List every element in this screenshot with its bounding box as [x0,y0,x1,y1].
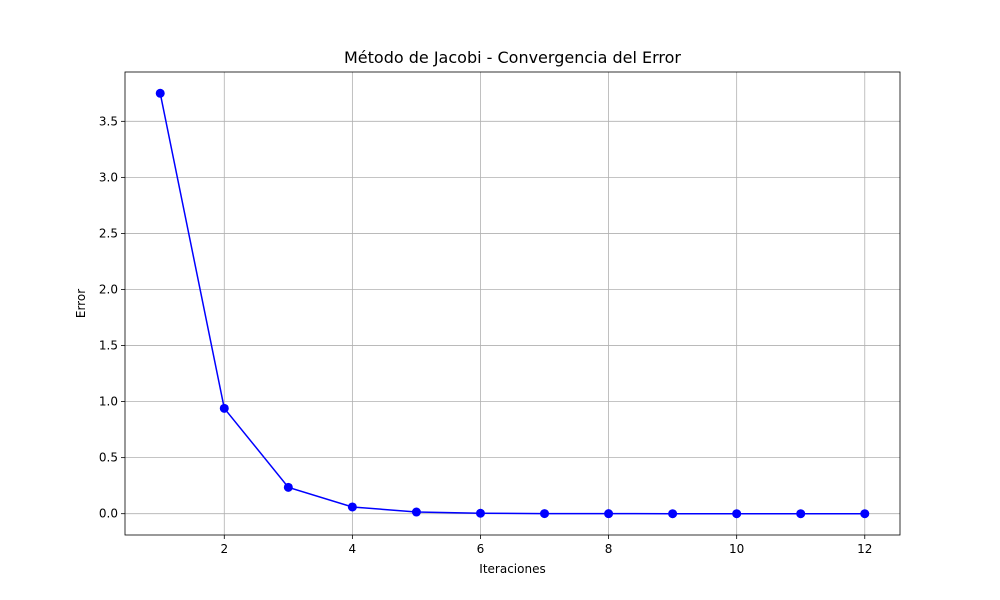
plot-frame [124,71,901,536]
data-point [540,509,550,519]
data-point [219,403,229,413]
data-point [347,502,357,512]
x-tick-label: 6 [477,542,485,556]
x-tick-label: 8 [605,542,613,556]
series-layer [155,88,870,519]
data-point [604,509,614,519]
y-axis-label: Error [74,289,88,318]
data-point [668,509,678,519]
x-tick-label: 4 [349,542,357,556]
x-tick-label: 10 [729,542,744,556]
series-line [159,93,865,515]
y-tick-label: 0.5 [99,451,118,465]
x-axis-label: Iteraciones [479,562,545,576]
data-point [860,509,870,519]
y-tick-label: 2.0 [99,282,118,296]
data-point [411,507,421,517]
y-tick-label: 3.0 [99,170,118,184]
data-point [283,482,293,492]
x-tick-label: 12 [857,542,872,556]
x-tick-label: 2 [220,542,228,556]
y-tick-label: 3.5 [99,114,118,128]
data-point [796,509,806,519]
y-tick-label: 1.5 [99,339,118,353]
y-tick-label: 1.0 [99,395,118,409]
grid [125,72,900,535]
data-point [732,509,742,519]
y-tick-label: 0.0 [99,507,118,521]
y-axis-ticks: 0.0 0.5 1.0 1.5 2.0 2.5 3.0 3.5 [99,114,125,521]
chart-title: Método de Jacobi - Convergencia del Erro… [344,48,681,67]
data-point [475,508,485,518]
x-axis-ticks: 2 4 6 8 10 12 [220,535,872,556]
data-point [155,88,165,98]
y-tick-label: 2.5 [99,226,118,240]
